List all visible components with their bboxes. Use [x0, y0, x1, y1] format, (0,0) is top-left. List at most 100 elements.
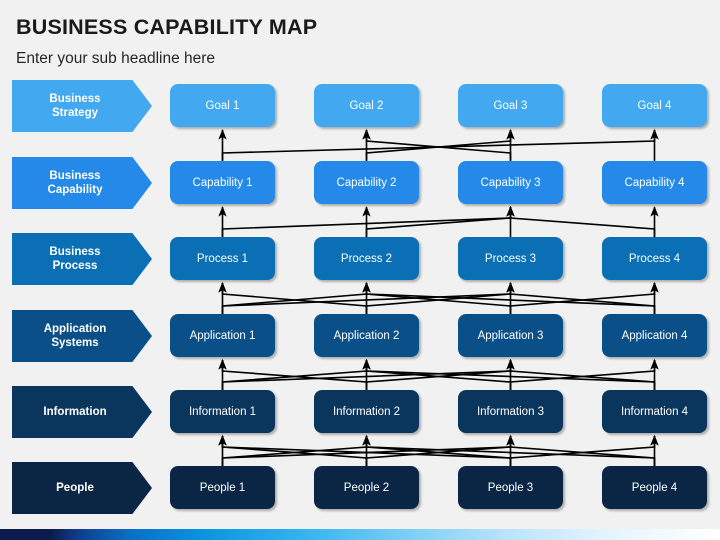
- connector-arrow: [221, 129, 659, 161]
- node-people-1[interactable]: People 1: [170, 466, 275, 509]
- node-application-2[interactable]: Application 2: [314, 314, 419, 357]
- node-people-3[interactable]: People 3: [458, 466, 563, 509]
- connector-arrow: [509, 435, 659, 466]
- node-label: Goal 2: [349, 99, 384, 112]
- page-title: BUSINESS CAPABILITY MAP: [16, 15, 318, 39]
- node-label: Application 4: [621, 329, 688, 342]
- node-information-2[interactable]: Information 2: [314, 390, 419, 433]
- layer-band-label-line2: Systems: [51, 337, 99, 349]
- node-capability-2[interactable]: Capability 2: [314, 161, 419, 204]
- node-process-2[interactable]: Process 2: [314, 237, 419, 280]
- node-application-1[interactable]: Application 1: [170, 314, 275, 357]
- layer-band-people[interactable]: People: [12, 462, 152, 514]
- connector-arrow: [218, 435, 368, 466]
- node-application-3[interactable]: Application 3: [458, 314, 563, 357]
- node-label: Process 1: [196, 252, 249, 265]
- connector-arrow: [221, 359, 515, 390]
- layer-band-application[interactable]: Application Systems: [12, 310, 152, 362]
- layer-band-label-line1: Application: [43, 323, 107, 335]
- layer-band-information[interactable]: Information: [12, 386, 152, 438]
- node-label: Application 2: [333, 329, 400, 342]
- node-label: People 4: [631, 481, 678, 494]
- node-label: Process 3: [484, 252, 537, 265]
- node-label: Process 2: [340, 252, 393, 265]
- layer-band-label-line2: Strategy: [51, 107, 98, 119]
- connector-arrow: [362, 435, 656, 466]
- connector-arrow: [509, 359, 659, 390]
- node-label: Application 1: [189, 329, 256, 342]
- layer-band-label-line1: Business: [49, 246, 101, 258]
- layer-band-label: Business Capability: [48, 169, 103, 197]
- connector-arrow: [509, 282, 659, 314]
- layer-band-label: Information: [43, 405, 106, 419]
- connector-arrow: [221, 206, 515, 237]
- node-label: People 3: [487, 481, 534, 494]
- node-information-1[interactable]: Information 1: [170, 390, 275, 433]
- connector-lines: [218, 129, 659, 466]
- layer-band-label-line1: Business: [49, 93, 101, 105]
- connector-arrow: [218, 435, 512, 466]
- page-subtitle: Enter your sub headline here: [16, 50, 216, 67]
- node-label: Process 4: [628, 252, 681, 265]
- node-label: Capability 3: [480, 176, 541, 189]
- layer-band-label: Business Process: [49, 245, 100, 273]
- layer-band-label-line2: Capability: [47, 184, 103, 196]
- node-capability-1[interactable]: Capability 1: [170, 161, 275, 204]
- node-label: Application 3: [477, 329, 544, 342]
- node-label: Information 3: [476, 405, 545, 418]
- node-capability-3[interactable]: Capability 3: [458, 161, 563, 204]
- node-label: Capability 2: [336, 176, 397, 189]
- layer-band-label-line2: Process: [52, 260, 98, 272]
- connector-arrow: [365, 359, 515, 390]
- layer-band-label-line1: People: [56, 482, 94, 494]
- node-process-3[interactable]: Process 3: [458, 237, 563, 280]
- node-strategy-1[interactable]: Goal 1: [170, 84, 275, 127]
- connector-arrow: [221, 282, 371, 314]
- node-label: Goal 1: [205, 99, 240, 112]
- node-capability-4[interactable]: Capability 4: [602, 161, 707, 204]
- node-label: People 1: [199, 481, 246, 494]
- connector-arrow: [365, 435, 515, 466]
- connector-arrow: [365, 206, 515, 237]
- connector-arrow: [362, 359, 512, 390]
- node-label: Capability 4: [624, 176, 685, 189]
- connector-arrow: [362, 359, 656, 390]
- connector-arrow: [362, 435, 512, 466]
- layer-band-label: People: [56, 481, 94, 495]
- bottom-accent-bar: [0, 529, 720, 540]
- layer-band-capability[interactable]: Business Capability: [12, 157, 152, 209]
- layer-band-process[interactable]: Business Process: [12, 233, 152, 285]
- node-label: Information 2: [332, 405, 401, 418]
- node-process-4[interactable]: Process 4: [602, 237, 707, 280]
- layer-band-label-line1: Information: [43, 406, 107, 418]
- layer-band-label: Business Strategy: [49, 92, 100, 120]
- connector-arrow: [506, 282, 656, 314]
- connector-arrow: [362, 282, 512, 314]
- connector-arrow: [218, 359, 368, 390]
- node-label: Goal 4: [637, 99, 672, 112]
- layer-band-strategy[interactable]: Business Strategy: [12, 80, 152, 132]
- node-label: Information 4: [620, 405, 689, 418]
- node-people-4[interactable]: People 4: [602, 466, 707, 509]
- node-label: Goal 3: [493, 99, 528, 112]
- node-strategy-3[interactable]: Goal 3: [458, 84, 563, 127]
- layer-band-label: Application Systems: [44, 322, 107, 350]
- node-strategy-2[interactable]: Goal 2: [314, 84, 419, 127]
- node-strategy-4[interactable]: Goal 4: [602, 84, 707, 127]
- node-information-4[interactable]: Information 4: [602, 390, 707, 433]
- node-people-2[interactable]: People 2: [314, 466, 419, 509]
- connector-arrow: [362, 282, 656, 314]
- connector-arrow: [506, 359, 656, 390]
- layer-band-label-line1: Business: [49, 170, 101, 182]
- connector-arrow: [506, 206, 656, 237]
- node-application-4[interactable]: Application 4: [602, 314, 707, 357]
- node-information-3[interactable]: Information 3: [458, 390, 563, 433]
- connector-arrow: [221, 435, 371, 466]
- connector-arrow: [218, 282, 368, 314]
- connector-arrow: [221, 282, 515, 314]
- node-process-1[interactable]: Process 1: [170, 237, 275, 280]
- connector-arrow: [506, 435, 656, 466]
- connector-arrow: [221, 435, 515, 466]
- node-label: Capability 1: [192, 176, 253, 189]
